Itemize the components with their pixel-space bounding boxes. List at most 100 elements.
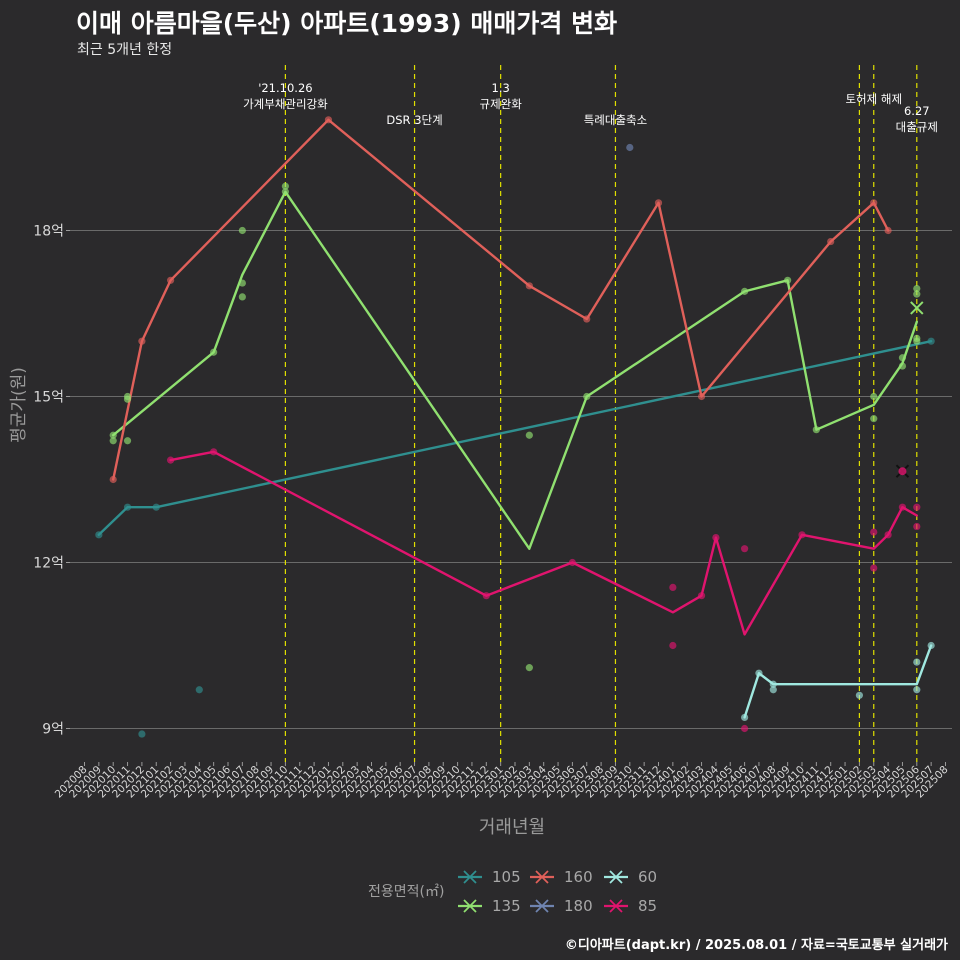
data-point-60 (755, 669, 763, 677)
data-point-135 (812, 426, 820, 434)
x-axis-label: 거래년월 (479, 817, 545, 838)
data-point-160 (884, 226, 892, 235)
data-point-85 (870, 564, 878, 572)
data-point-135 (870, 392, 878, 401)
data-point-135 (913, 285, 921, 293)
data-point-105 (95, 531, 103, 539)
data-point-60 (769, 680, 777, 688)
data-point-135 (870, 415, 878, 423)
legend-label: 60 (638, 868, 657, 886)
legend-key-x (535, 870, 549, 884)
data-point-135 (281, 182, 289, 190)
data-point-135 (109, 437, 117, 445)
data-point-105 (123, 503, 132, 511)
y-tick-label: 15억 (33, 390, 64, 406)
data-point-85 (482, 592, 490, 600)
data-point-85 (167, 456, 175, 464)
data-point-135 (109, 431, 117, 439)
data-point-60 (913, 658, 921, 666)
data-point-135 (123, 395, 132, 403)
data-point-105 (195, 686, 203, 694)
series-lines (97, 118, 933, 719)
data-point-135 (741, 287, 749, 295)
highlight-marker-135 (910, 301, 924, 315)
event-label: 6.27 (904, 104, 930, 118)
series-line-105 (97, 340, 933, 536)
data-point-105 (152, 503, 160, 511)
event-label: '21.10.26 (258, 81, 312, 95)
legend-key-x (609, 870, 623, 884)
data-point-135 (913, 337, 921, 345)
data-point-160 (167, 276, 175, 284)
data-point-160 (583, 315, 591, 323)
highlight-marker-85 (895, 464, 910, 478)
data-point-105 (138, 730, 146, 738)
legend-key-x (463, 899, 477, 913)
data-point-60 (769, 686, 777, 694)
series-line-135 (111, 190, 918, 550)
source-caption: ©디아파트(dapt.kr) / 2025.08.01 / 자료=국토교통부 실… (564, 938, 948, 953)
legend-key-x (609, 899, 623, 913)
legend-label: 85 (638, 897, 657, 915)
data-point-85 (669, 583, 677, 592)
y-axis-ticks: 9억 12억 15억 18억 (33, 224, 70, 738)
data-point-85 (898, 503, 907, 511)
data-point-135 (913, 290, 921, 298)
data-point-135 (583, 392, 591, 401)
data-point-85 (741, 724, 749, 733)
highlight-stroke (910, 301, 924, 315)
data-point-135 (898, 362, 907, 370)
data-point-60 (927, 641, 935, 650)
legend-title: 전용면적(㎡) (368, 884, 444, 900)
data-point-85 (884, 531, 892, 539)
data-point-160 (870, 199, 878, 207)
y-tick-label: 12억 (33, 556, 64, 572)
legend-item-105: 105 (458, 868, 521, 886)
legend-item-60: 60 (604, 868, 657, 886)
legend: 105 135 160 180 60 85 (458, 868, 657, 915)
highlight-dot (898, 467, 907, 476)
event-label: 토허제 해제 (845, 92, 902, 106)
legend-item-180: 180 (530, 897, 593, 915)
event-label: 대출규제 (896, 120, 938, 134)
legend-label: 180 (564, 897, 593, 915)
data-point-135 (898, 354, 907, 362)
event-label: 가계부채관리강화 (243, 97, 328, 111)
legend-item-135: 135 (458, 897, 521, 915)
event-label: 특례대출축소 (584, 113, 647, 127)
chart-subtitle: 최근 5개년 한정 (77, 42, 173, 58)
legend-key-x (535, 899, 549, 913)
data-point-135 (238, 293, 246, 301)
legend-item-85: 85 (604, 897, 657, 915)
data-point-85 (669, 641, 677, 650)
data-point-85 (798, 531, 806, 539)
series-points (95, 116, 935, 738)
chart-title: 이매 아름마을(두산) 아파트(1993) 매매가격 변화 (76, 9, 618, 38)
data-point-160 (138, 337, 146, 345)
legend-item-160: 160 (530, 868, 593, 886)
data-point-85 (870, 528, 878, 536)
y-axis-label: 평균가(원) (9, 367, 29, 443)
grid-lines (70, 229, 952, 730)
data-point-160 (654, 199, 663, 207)
data-point-85 (210, 448, 218, 456)
data-point-85 (568, 558, 577, 567)
data-point-135 (238, 226, 246, 235)
legend-label: 105 (492, 868, 521, 886)
event-label: 규제완화 (479, 97, 522, 111)
data-point-85 (913, 522, 921, 531)
data-point-85 (697, 592, 706, 600)
data-point-160 (525, 282, 533, 290)
legend-label: 160 (564, 868, 593, 886)
data-point-135 (525, 431, 533, 439)
y-tick-label: 9억 (42, 722, 64, 738)
data-point-135 (123, 437, 132, 445)
x-axis-ticks: 2020082020092020102020112020122021012021… (53, 762, 951, 800)
data-point-135 (525, 664, 533, 672)
data-point-135 (210, 348, 218, 356)
event-label: 1.3 (492, 81, 510, 95)
data-point-135 (784, 276, 792, 284)
data-point-160 (827, 237, 835, 246)
